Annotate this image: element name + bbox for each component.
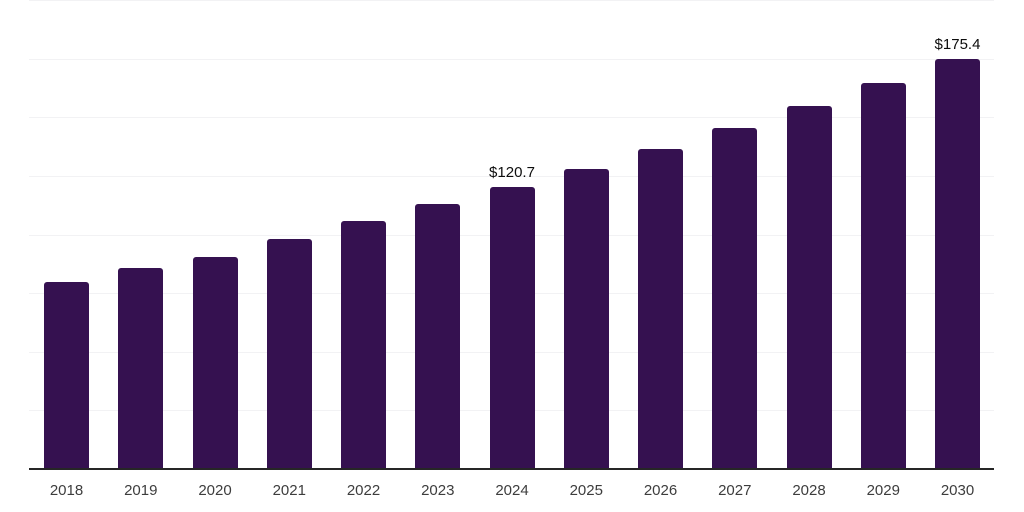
bar-slot-2021 — [266, 0, 312, 470]
x-tick-2030: 2030 — [940, 482, 975, 499]
bar-slot-2027 — [712, 0, 758, 470]
x-tick-2019: 2019 — [124, 482, 158, 499]
x-tick-2027: 2027 — [718, 482, 752, 499]
bar-slot-2025 — [563, 0, 609, 470]
value-label-2024: $120.7 — [489, 163, 535, 181]
bar-2023 — [415, 204, 461, 470]
bar-slot-2028 — [786, 0, 832, 470]
plot-area: $120.7 $175.4 — [29, 0, 994, 470]
x-tick-2021: 2021 — [272, 482, 306, 499]
bar-2022 — [341, 221, 386, 470]
bar-2024 — [489, 186, 535, 470]
bar-2030 — [935, 58, 980, 470]
gridline-150 — [29, 117, 994, 119]
x-tick-2023: 2023 — [421, 482, 455, 499]
x-tick-2024: 2024 — [495, 482, 529, 499]
bar-2025 — [563, 168, 609, 470]
x-tick-2022: 2022 — [346, 482, 381, 499]
x-axis-line — [29, 468, 994, 470]
bar-2019 — [118, 268, 164, 470]
bar-slot-2026 — [638, 0, 683, 470]
bar-2018 — [44, 282, 89, 470]
x-axis: 2018 2019 2020 2021 2022 2023 2024 2025 2026 2027… — [29, 482, 994, 504]
bar-slot-2020 — [192, 0, 238, 470]
bar-2028 — [786, 106, 832, 470]
bar-slot-2030: $175.4 — [935, 0, 980, 470]
bar-slot-2029 — [860, 0, 906, 470]
bar-slot-2022 — [341, 0, 386, 470]
bar-2020 — [192, 257, 238, 470]
x-tick-2026: 2026 — [643, 482, 678, 499]
gridline-175 — [29, 58, 994, 60]
x-tick-2025: 2025 — [569, 482, 603, 499]
gridline-125 — [29, 175, 994, 177]
bar-slot-2023 — [415, 0, 461, 470]
bar-slot-2024: $120.7 — [489, 0, 535, 470]
value-label-2030: $175.4 — [934, 35, 981, 53]
bar-2027 — [712, 128, 758, 470]
bar-2026 — [638, 149, 683, 470]
x-tick-2020: 2020 — [198, 482, 232, 499]
x-tick-2029: 2029 — [866, 482, 900, 499]
bar-slot-2018 — [44, 0, 89, 470]
gridline-200 — [29, 0, 994, 1]
x-tick-2028: 2028 — [792, 482, 826, 499]
bar-2029 — [860, 83, 906, 470]
bar-2021 — [266, 239, 312, 470]
bar-slot-2019 — [118, 0, 164, 470]
x-tick-2018: 2018 — [49, 482, 84, 499]
